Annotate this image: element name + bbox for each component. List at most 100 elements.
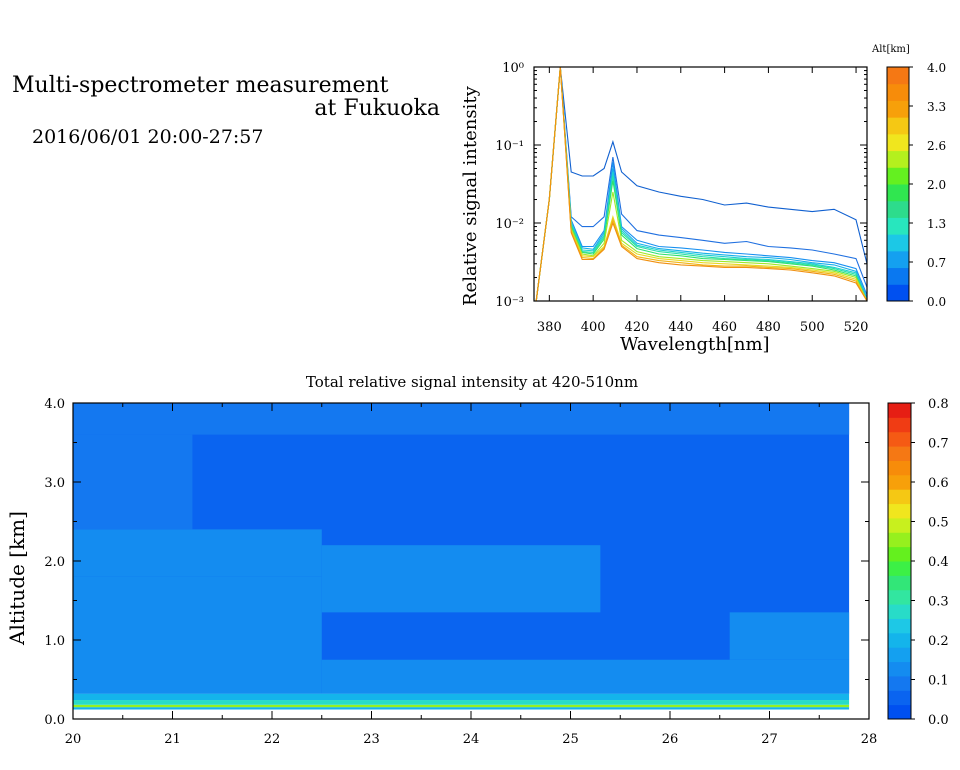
altitude-colorbar-swatch <box>887 200 909 218</box>
intensity-colorbar-swatch <box>888 675 911 691</box>
spectrum-series-line-1 <box>535 66 868 302</box>
intensity-colorbar-swatch <box>888 618 911 634</box>
heatmap-y-axis-label: Altitude [km] <box>5 511 29 646</box>
heatmap-x-tick-label: 22 <box>264 732 281 747</box>
spectrum-x-axis-label: Wavelength[nm] <box>620 334 770 355</box>
intensity-colorbar-swatch <box>888 647 911 663</box>
altitude-colorbar-swatch <box>887 284 909 302</box>
altitude-colorbar-swatch <box>887 67 909 85</box>
spectrum-x-tick-label: 380 <box>537 320 562 335</box>
altitude-colorbar-tick-label: 4.0 <box>927 61 946 75</box>
intensity-colorbar-tick-label: 0.1 <box>928 674 949 689</box>
altitude-colorbar-swatch <box>887 234 909 252</box>
intensity-colorbar-swatch <box>888 561 911 576</box>
spectrum-series-line-0 <box>535 66 868 302</box>
heatmap-region <box>729 612 850 660</box>
intensity-colorbar-swatch <box>888 417 911 433</box>
intensity-colorbar-tick-label: 0.8 <box>928 397 949 412</box>
heatmap-altitude-band <box>73 707 850 710</box>
heatmap-x-tick-label: 24 <box>463 732 480 747</box>
spectrum-plot-frame <box>533 66 868 302</box>
intensity-colorbar-swatch <box>888 589 911 605</box>
spectrum-lines <box>535 66 868 302</box>
heatmap-region <box>73 434 193 530</box>
intensity-colorbar-swatch <box>888 661 911 677</box>
intensity-colorbar-swatch <box>888 489 911 505</box>
heatmap-y-tick-label: 3.0 <box>44 476 65 491</box>
heatmap-x-tick-label: 20 <box>65 732 82 747</box>
intensity-colorbar-swatch <box>888 704 911 720</box>
spectrum-x-tick-label: 520 <box>844 320 869 335</box>
spectrum-x-tick-label: 420 <box>625 320 650 335</box>
intensity-colorbar-swatch <box>888 517 911 533</box>
intensity-colorbar-swatch <box>888 460 911 476</box>
altitude-colorbar: 0.0 0.7 1.3 2.0 2.6 3.3 4.0 <box>886 61 946 309</box>
spectrum-y-tick-label: 10⁻² <box>495 217 524 232</box>
heatmap-y-tick-label: 1.0 <box>44 634 65 649</box>
spectrum-series-line-4 <box>535 66 868 302</box>
heatmap-y-tick-label: 4.0 <box>44 397 65 412</box>
intensity-colorbar-swatch <box>888 474 911 490</box>
figure-title-line1: Multi-spectrometer measurement <box>12 73 389 98</box>
heatmap-x-tick-label: 26 <box>662 732 679 747</box>
altitude-colorbar-tick-label: 0.7 <box>927 256 946 270</box>
intensity-colorbar-tick-label: 0.0 <box>928 713 949 728</box>
intensity-colorbar-tick-label: 0.7 <box>928 437 949 452</box>
heatmap-region <box>73 576 322 694</box>
heatmap-region <box>73 529 322 577</box>
spectrum-series-line-10 <box>535 66 868 302</box>
altitude-colorbar-swatch <box>887 133 909 152</box>
altitude-colorbar-tick-label: 2.0 <box>927 178 946 192</box>
altitude-colorbar-swatch <box>887 184 909 202</box>
heatmap-region <box>321 545 601 613</box>
heatmap-y-tick-label: 2.0 <box>44 555 65 570</box>
intensity-colorbar-swatch <box>888 546 911 562</box>
intensity-colorbar-tick-label: 0.4 <box>928 555 949 570</box>
heatmap-region <box>73 403 850 435</box>
altitude-colorbar-swatch <box>887 250 909 269</box>
spectrum-x-tick-label: 440 <box>668 320 693 335</box>
intensity-colorbar-swatch <box>888 532 911 548</box>
altitude-colorbar-title: Alt[km] <box>871 44 910 55</box>
heatmap-x-tick-label: 21 <box>164 732 181 747</box>
spectrum-x-tick-label: 480 <box>756 320 781 335</box>
heatmap-region <box>321 659 850 694</box>
spectrum-y-tick-label: 10⁰ <box>502 61 524 76</box>
intensity-colorbar-tick-label: 0.2 <box>928 634 949 649</box>
heatmap-title: Total relative signal intensity at 420-5… <box>306 373 638 391</box>
altitude-colorbar-swatch <box>887 100 909 118</box>
heatmap-axis-ticks: 20 21 22 23 24 25 26 27 28 0.0 1.0 2.0 3.0 4.0 <box>44 397 877 747</box>
spectrum-series-line-6 <box>535 66 868 302</box>
spectrum-y-tick-label: 10⁻¹ <box>495 139 524 154</box>
spectrum-x-tick-label: 500 <box>800 320 825 335</box>
intensity-colorbar: 0.0 0.1 0.2 0.3 0.4 0.5 0.6 0.7 0.8 <box>887 397 949 728</box>
heatmap-x-tick-label: 23 <box>363 732 380 747</box>
spectrum-series-line-9 <box>535 66 868 302</box>
altitude-colorbar-tick-label: 2.6 <box>927 139 946 153</box>
intensity-colorbar-swatch <box>888 403 911 418</box>
heatmap-altitude-band <box>73 700 850 705</box>
spectrum-x-tick-label: 460 <box>712 320 737 335</box>
heatmap-altitude-band <box>73 704 850 708</box>
altitude-colorbar-tick-label: 1.3 <box>927 217 946 231</box>
altitude-colorbar-tick-label: 3.3 <box>927 100 946 114</box>
heatmap-x-tick-label: 28 <box>861 732 878 747</box>
altitude-colorbar-swatch <box>887 150 909 168</box>
heatmap-y-tick-label: 0.0 <box>44 713 65 728</box>
intensity-colorbar-swatch <box>888 690 911 706</box>
intensity-heatmap <box>73 403 850 710</box>
heatmap-altitude-band <box>73 693 850 701</box>
measurement-datetime: 2016/06/01 20:00-27:57 <box>32 126 264 148</box>
spectrum-series-line-2 <box>535 66 868 302</box>
intensity-colorbar-tick-label: 0.3 <box>928 595 949 610</box>
spectrum-y-axis-label: Relative signal intensity <box>460 85 481 306</box>
altitude-colorbar-tick-label: 0.0 <box>927 295 946 309</box>
heatmap-x-tick-label: 27 <box>761 732 778 747</box>
intensity-colorbar-swatch <box>888 575 911 591</box>
intensity-colorbar-swatch <box>888 604 911 619</box>
intensity-colorbar-tick-label: 0.5 <box>928 516 949 531</box>
spectrum-x-tick-label: 400 <box>581 320 606 335</box>
altitude-colorbar-swatch <box>887 267 909 285</box>
spectrum-y-tick-label: 10⁻³ <box>495 295 524 310</box>
